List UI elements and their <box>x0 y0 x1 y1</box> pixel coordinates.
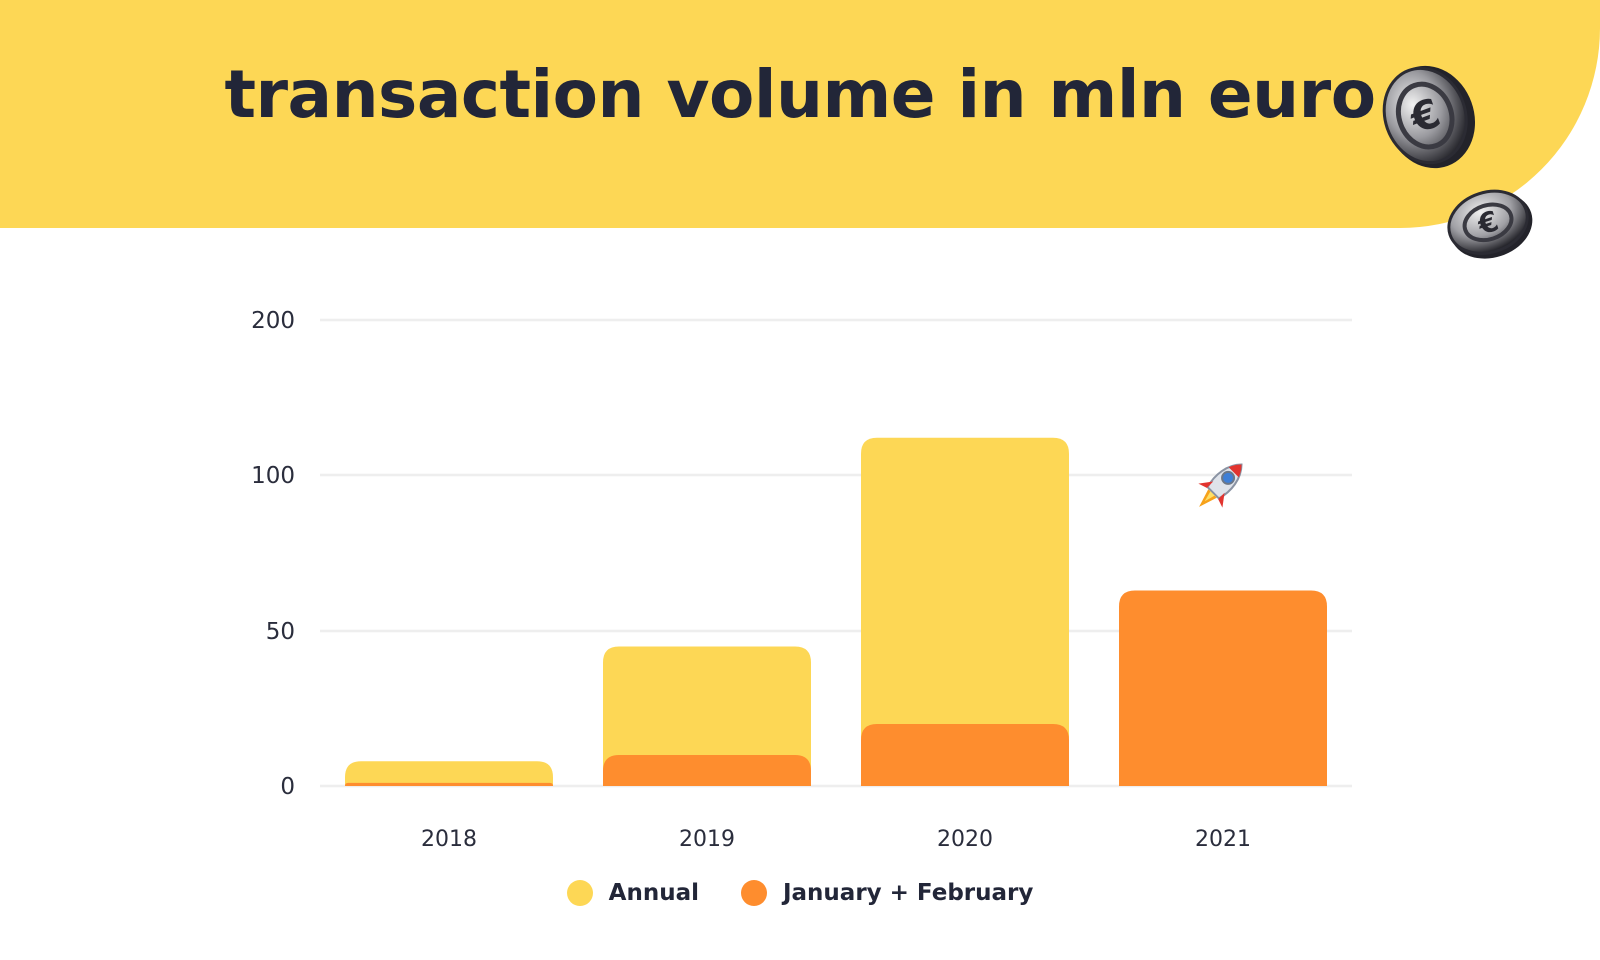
bar-jan-feb-2020 <box>861 724 1069 786</box>
legend-item-annual: Annual <box>566 880 699 906</box>
y-tick-label: 50 <box>266 619 295 645</box>
rocket-emoji-icon <box>1198 463 1243 508</box>
x-tick-label: 2020 <box>937 827 993 852</box>
bar-jan-feb-2019 <box>603 755 811 786</box>
y-tick-label: 100 <box>251 463 295 489</box>
y-tick-label: 200 <box>251 308 295 334</box>
x-tick-label: 2018 <box>421 827 477 852</box>
x-tick-label: 2021 <box>1195 827 1251 852</box>
y-tick-label: 0 <box>280 774 295 800</box>
chart-legend: Annual January + February <box>0 880 1600 906</box>
chart-title: transaction volume in mln euro <box>224 56 1376 133</box>
bar-jan-feb-2018 <box>345 782 553 786</box>
bar-jan-feb-2021 <box>1119 590 1327 786</box>
euro-coin-icon: € <box>1382 65 1476 169</box>
x-tick-label: 2019 <box>679 827 735 852</box>
legend-label-annual: Annual <box>608 880 699 906</box>
legend-label-jan-feb: January + February <box>782 880 1034 906</box>
bar-annual-2020 <box>861 437 1069 786</box>
header-banner: transaction volume in mln euro <box>0 0 1600 228</box>
bar-annual-2018 <box>345 761 553 786</box>
bar-annual-2019 <box>603 646 811 786</box>
legend-swatch-jan-feb <box>740 880 767 906</box>
legend-swatch-annual <box>566 880 593 906</box>
euro-coin-icon-2: € <box>1447 189 1533 259</box>
legend-item-jan-feb: January + February <box>740 880 1034 906</box>
